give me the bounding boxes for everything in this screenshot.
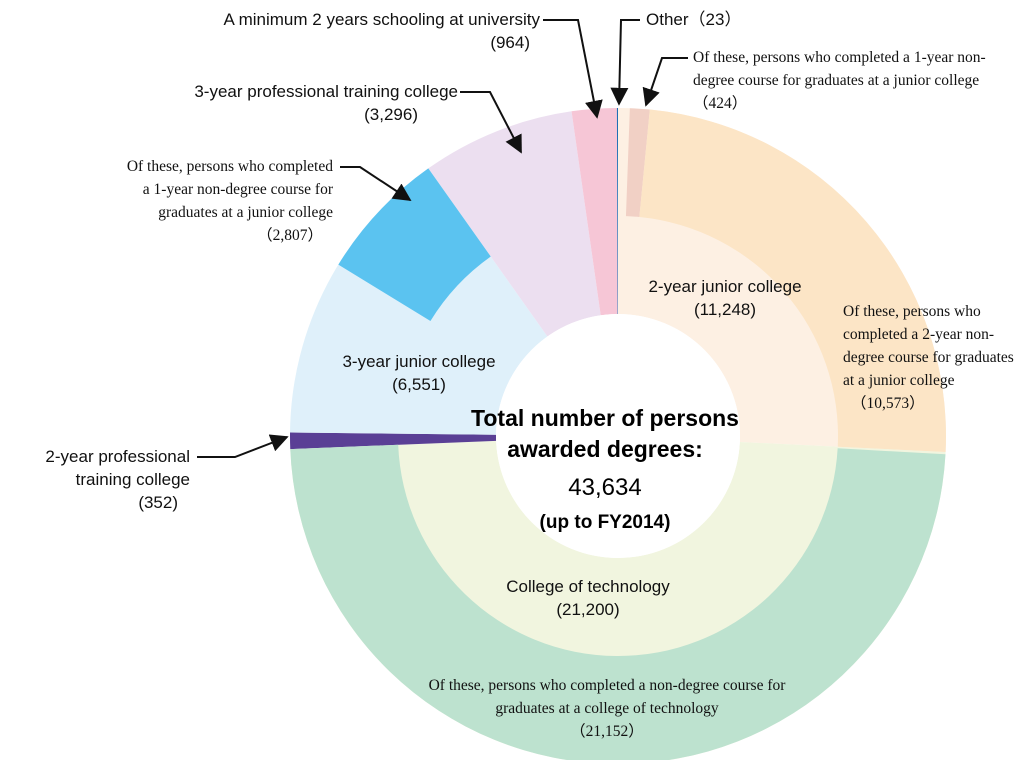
center-value: 43,634 (568, 474, 642, 501)
label: Other（23） (646, 8, 741, 31)
donut-hole (496, 314, 740, 558)
label: 3-year professional training college (3,… (58, 80, 458, 126)
segment-name: 2-year professional training college (45, 447, 190, 489)
label: Of these, persons who completed a 2-year… (843, 300, 1028, 415)
subset-value: （10,573） (851, 395, 925, 412)
label: College of technology (21,200) (468, 575, 708, 621)
donut-subset (625, 108, 650, 218)
label: Of these, persons who completed a non-de… (407, 674, 807, 743)
donut-segment (428, 111, 601, 337)
label: A minimum 2 years schooling at universit… (100, 8, 540, 54)
donut-subset (639, 109, 947, 453)
segment-value: (352) (138, 493, 178, 512)
segment-value: (964) (490, 33, 530, 52)
label: Of these, persons who completed a 1-year… (693, 46, 993, 115)
segment-value: (6,551) (392, 375, 446, 394)
leader-line (460, 91, 522, 154)
donut-segment (571, 108, 618, 316)
subset-name: Of these, persons who completed a 2-year… (843, 303, 1014, 389)
segment-value: （23） (688, 10, 742, 29)
segment-value: (21,200) (556, 600, 620, 619)
donut-subset (290, 444, 946, 760)
subset-value: （424） (693, 95, 748, 112)
leader-line (642, 57, 688, 107)
subset-name: Of these, persons who completed a 1-year… (126, 158, 333, 221)
subset-value: （2,807） (257, 227, 323, 244)
label: Of these, persons who completed a 1-year… (118, 155, 333, 247)
leader-line (340, 166, 412, 201)
segment-name: Other (646, 10, 689, 29)
leader-lines (197, 19, 688, 458)
leader-line (197, 434, 289, 458)
segment-name: College of technology (506, 577, 670, 596)
donut-segment (289, 432, 497, 450)
center-title: Total number of persons awarded degrees: (471, 405, 739, 462)
center-note: (up to FY2014) (539, 512, 671, 533)
label: 2-year professional training college (35… (0, 445, 190, 514)
donut-subset (338, 168, 491, 322)
donut (289, 108, 947, 760)
subset-name: Of these, persons who completed a non-de… (428, 677, 786, 717)
leader-line (610, 19, 640, 106)
label: 3-year junior college (6,551) (299, 350, 539, 396)
segment-name: 3-year professional training college (194, 82, 458, 101)
segment-name: A minimum 2 years schooling at universit… (223, 10, 540, 29)
leader-line (543, 19, 603, 119)
segment-name: 3-year junior college (342, 352, 496, 371)
subset-name: Of these, persons who completed a 1-year… (693, 49, 986, 89)
segment-value: (11,248) (693, 300, 757, 319)
segment-value: (3,296) (364, 105, 418, 124)
subset-value: （21,152） (570, 723, 644, 740)
donut-segment (616, 108, 618, 315)
segment-name: 2-year junior college (648, 277, 802, 296)
label: 2-year junior college (11,248) (605, 275, 845, 321)
